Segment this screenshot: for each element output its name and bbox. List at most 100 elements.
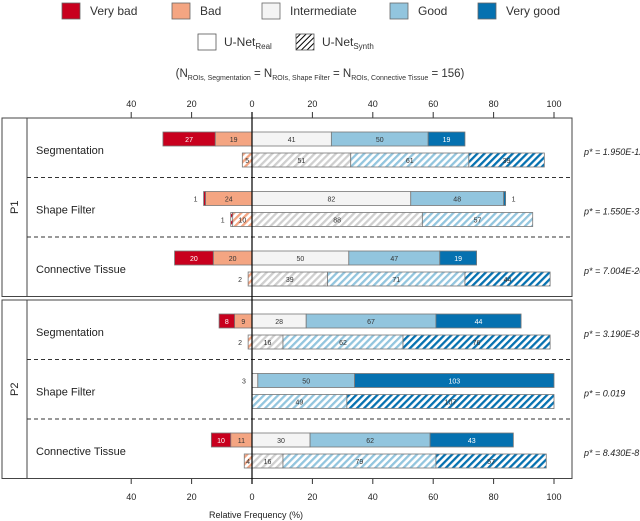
legend-model-label: U-NetReal — [224, 35, 272, 51]
sample-size-note: (NROIs, Segmentation = NROIs, Shape Filt… — [176, 68, 465, 82]
p-value: p* = 1.550E-3 — [583, 207, 639, 217]
bar-synth-very-good — [435, 453, 547, 469]
bar-label: 79 — [356, 459, 364, 466]
p-value: p* = 0.019 — [583, 389, 625, 399]
row-label: Connective Tissue — [36, 446, 126, 458]
bar-real-very-good — [427, 131, 466, 147]
bar-real-very-good — [354, 373, 555, 388]
bar-label: 39 — [286, 277, 294, 284]
bar-real-very-good — [503, 191, 507, 206]
bar-label: 20 — [229, 256, 237, 263]
bar-label: 103 — [448, 379, 460, 386]
row-label: Connective Tissue — [36, 264, 126, 276]
x-tick-label-top: 100 — [546, 99, 561, 109]
bar-real-intermediate — [251, 373, 259, 388]
bar-real-very-good — [439, 250, 477, 266]
x-tick-label-top: 40 — [368, 99, 378, 109]
legend-swatch-very-bad — [61, 2, 81, 20]
bar-label: 50 — [296, 256, 304, 263]
x-tick-label-top: 0 — [249, 99, 254, 109]
p-value: p* = 8.430E-8 — [583, 448, 639, 458]
x-tick-label-top: 80 — [489, 99, 499, 109]
bar-label: 48 — [453, 197, 461, 204]
bar-label: 9 — [241, 319, 245, 326]
bar-synth-very-good — [346, 394, 555, 409]
bar-label: 24 — [225, 197, 233, 204]
bar-synth-very-good — [468, 152, 545, 168]
bar-label: 10 — [238, 218, 246, 225]
x-tick-label-top: 40 — [126, 99, 136, 109]
legend-label: Intermediate — [290, 4, 357, 18]
bar-label: 19 — [454, 256, 462, 263]
bar-label: 62 — [366, 438, 374, 445]
x-axis-title: Relative Frequency (%) — [209, 510, 303, 520]
bar-label-outside: 2 — [238, 340, 242, 347]
bar-label: 57 — [474, 218, 482, 225]
bar-label: 62 — [339, 340, 347, 347]
p-value: p* = 7.004E-20 — [583, 266, 640, 276]
row-label: Segmentation — [36, 327, 104, 339]
legend-swatch-very-good — [477, 2, 497, 20]
bar-label: 16 — [264, 340, 272, 347]
bar-label: 61 — [406, 158, 414, 165]
x-tick-label-bottom: 40 — [368, 492, 378, 502]
bar-label: 57 — [487, 459, 495, 466]
bar-synth-very-good — [402, 334, 551, 350]
bar-label: 20 — [190, 256, 198, 263]
bar-label: 41 — [288, 137, 296, 144]
x-tick-label-bottom: 80 — [489, 492, 499, 502]
bar-label: 28 — [275, 319, 283, 326]
legend-swatch-solid — [197, 33, 217, 51]
bar-label: 16 — [264, 459, 272, 466]
bar-label: 50 — [302, 379, 310, 386]
legend-swatch-good — [389, 2, 409, 20]
bar-label: 4 — [246, 459, 250, 466]
bar-real-very-good — [435, 313, 522, 329]
bar-label: 8 — [225, 319, 229, 326]
bar-label: 76 — [473, 340, 481, 347]
bar-label: 67 — [367, 319, 375, 326]
bar-label-outside: 1 — [512, 197, 516, 204]
bar-real-very-bad — [203, 191, 206, 206]
x-tick-label-bottom: 40 — [126, 492, 136, 502]
bar-synth-very-good — [464, 271, 551, 287]
x-tick-label-top: 20 — [307, 99, 317, 109]
bar-real-very-bad — [174, 250, 214, 266]
legend-swatch-bad — [171, 2, 191, 20]
bar-label: 39 — [503, 158, 511, 165]
bar-label: 50 — [376, 137, 384, 144]
group-box-P1 — [1, 117, 573, 297]
legend-model-label: U-NetSynth — [322, 35, 374, 51]
bar-label: 30 — [277, 438, 285, 445]
p-value: p* = 1.950E-12 — [583, 147, 640, 157]
bar-label: 88 — [333, 218, 341, 225]
group-label: P1 — [9, 201, 21, 214]
bar-label: 43 — [468, 438, 476, 445]
bar-label: 44 — [504, 277, 512, 284]
bar-label-outside: 1 — [221, 218, 225, 225]
x-tick-label-bottom: 60 — [428, 492, 438, 502]
bar-label: 44 — [475, 319, 483, 326]
bar-label-outside: 2 — [238, 277, 242, 284]
bar-label: 47 — [390, 256, 398, 263]
x-tick-label-bottom: 20 — [187, 492, 197, 502]
x-tick-label-bottom: 20 — [307, 492, 317, 502]
bar-label: 107 — [445, 400, 457, 407]
legend-label: Good — [418, 4, 447, 18]
legend-label: Very bad — [90, 4, 137, 18]
bar-label-outside: 1 — [194, 197, 198, 204]
bar-label: 19 — [230, 137, 238, 144]
legend-swatch-hatched — [295, 33, 315, 51]
legend-label: Bad — [200, 4, 221, 18]
bar-label: 51 — [297, 158, 305, 165]
bar-label: 71 — [392, 277, 400, 284]
bar-label: 82 — [327, 197, 335, 204]
bar-label-outside: 3 — [242, 379, 246, 386]
bar-label: 49 — [296, 400, 304, 407]
row-label: Shape Filter — [36, 387, 96, 399]
row-label: Segmentation — [36, 145, 104, 157]
bar-label: 27 — [185, 137, 193, 144]
legend-label: Very good — [506, 4, 560, 18]
